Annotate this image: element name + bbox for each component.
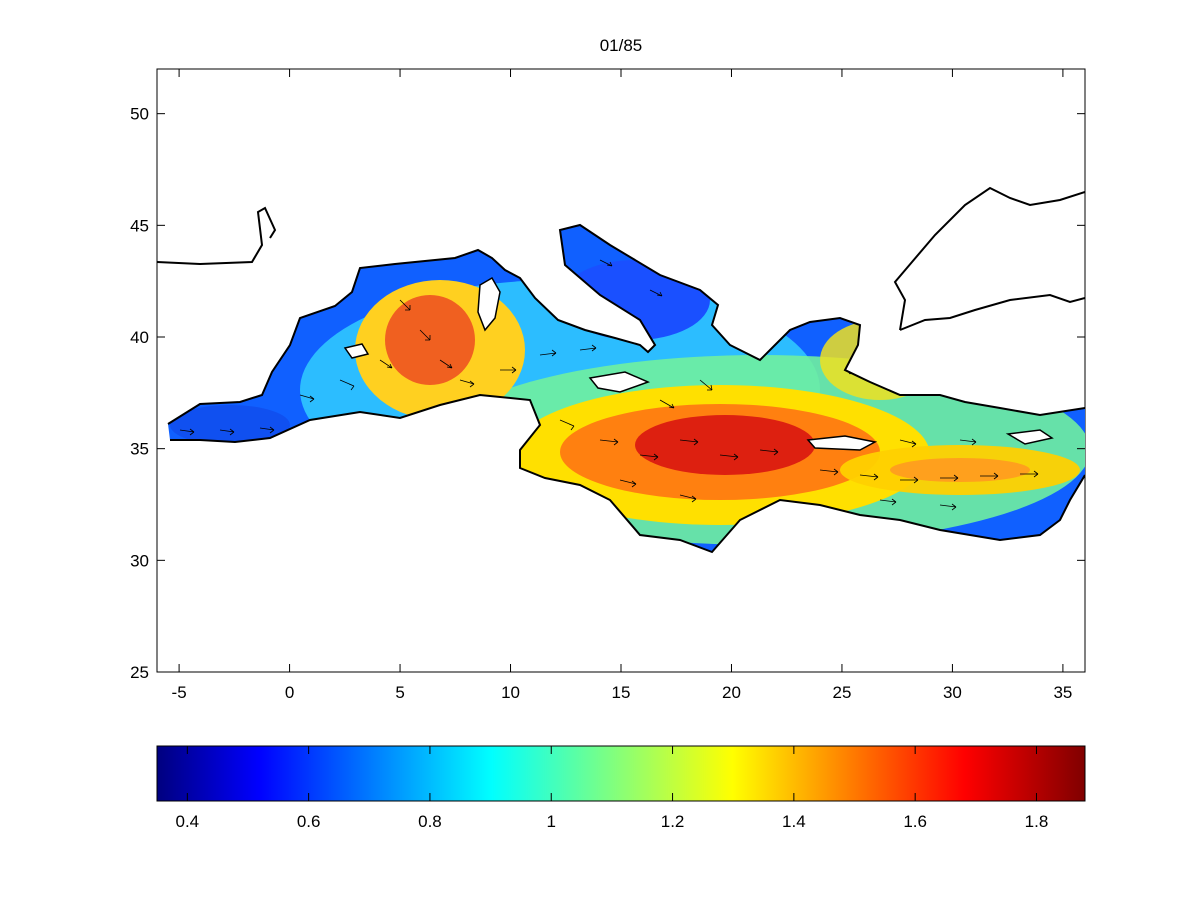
- colorbar-tick-label: 1.4: [782, 812, 806, 831]
- map-y-tick-label: 25: [130, 663, 149, 682]
- map-x-tick-label: 0: [285, 683, 294, 702]
- map-x-tick-label: 5: [395, 683, 404, 702]
- map-y-tick-label: 45: [130, 216, 149, 235]
- map-y-tick-label: 35: [130, 440, 149, 459]
- coastlines: [157, 186, 1085, 554]
- map-x-tick-label: 35: [1053, 683, 1072, 702]
- map-y-tick-label: 40: [130, 328, 149, 347]
- map-x-tick-label: 25: [832, 683, 851, 702]
- map-x-tick-label: 20: [722, 683, 741, 702]
- colorbar-tick-label: 0.4: [176, 812, 200, 831]
- map-x-tick-label: -5: [172, 683, 187, 702]
- colorbar-tick-label: 1: [547, 812, 556, 831]
- colorbar-tick-label: 1.6: [903, 812, 927, 831]
- colorbar-tick-label: 0.8: [418, 812, 442, 831]
- figure-title: 01/85: [600, 36, 643, 55]
- colorbar-tick-label: 1.8: [1025, 812, 1049, 831]
- colorbar-tick-label: 1.2: [661, 812, 685, 831]
- map-x-tick-label: 30: [943, 683, 962, 702]
- map-y-axis: 25 30 35 40 45 50: [130, 105, 1085, 682]
- colorbar-tick-label: 0.6: [297, 812, 321, 831]
- map-x-tick-label: 10: [501, 683, 520, 702]
- map-y-tick-label: 30: [130, 551, 149, 570]
- map-y-tick-label: 50: [130, 105, 149, 124]
- colorbar: 0.4 0.6 0.8 1 1.2 1.4 1.6 1.8: [156, 745, 1086, 831]
- colorbar-gradient: [156, 745, 1086, 802]
- quiver-arrows: [179, 259, 1039, 511]
- map-x-axis: -5 0 5 10 15 20 25 30 35: [172, 69, 1072, 702]
- map-x-tick-label: 15: [612, 683, 631, 702]
